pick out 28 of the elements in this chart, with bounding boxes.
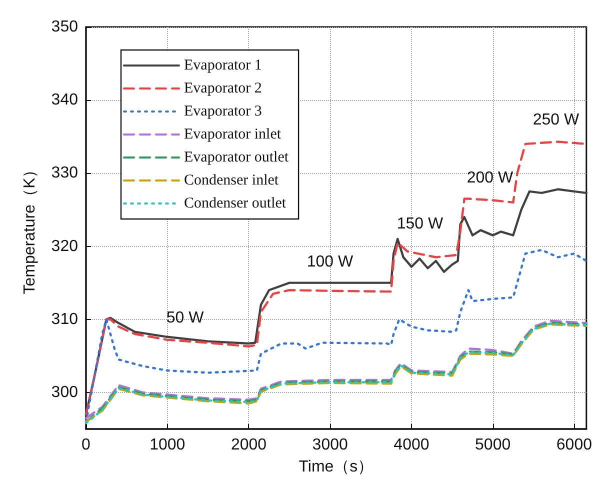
legend-label: Evaporator 2 [184,80,262,96]
y-axis-title: Temperature（K） [22,162,38,294]
y-tick-label: 350 [51,18,78,36]
annotation: 50 W [166,310,205,326]
legend-label: Evaporator inlet [184,126,282,142]
x-tick-label: 5000 [475,436,511,454]
annotation: 150 W [396,216,444,232]
legend-label: Evaporator outlet [184,150,290,166]
x-tick-label: 4000 [394,436,430,454]
x-tick-label: 6000 [556,436,592,454]
annotation: 250 W [532,112,580,128]
x-tick-label: 1000 [150,436,186,454]
y-tick-label: 300 [51,384,78,401]
y-tick-label: 340 [51,92,78,109]
legend-label: Condenser outlet [184,196,287,212]
legend-label: Evaporator 1 [184,58,262,74]
annotation: 100 W [306,254,354,270]
x-tick-label: 3000 [312,436,348,454]
y-tick-label: 310 [51,310,78,328]
y-tick-label: 330 [51,164,78,182]
legend-label: Evaporator 3 [184,104,262,120]
x-tick-label: 0 [82,436,91,454]
x-axis-title: Time（s） [298,458,374,476]
x-tick-label: 2000 [230,436,267,454]
annotation: 200 W [466,170,514,186]
y-tick-label: 320 [51,238,78,255]
legend-label: Condenser inlet [184,172,280,188]
line-series [84,248,588,423]
